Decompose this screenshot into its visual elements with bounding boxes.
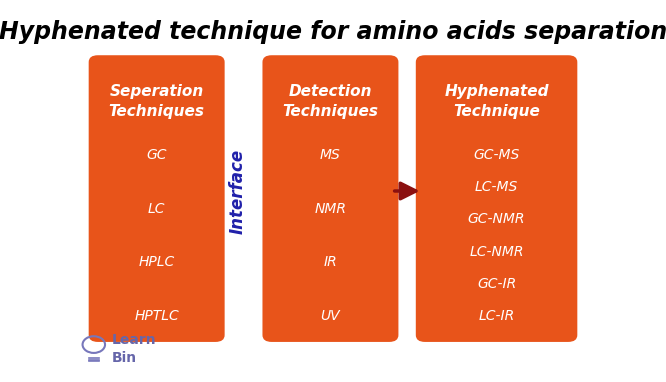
Text: NMR: NMR xyxy=(314,202,346,216)
FancyBboxPatch shape xyxy=(416,55,577,342)
Text: Seperation
Techniques: Seperation Techniques xyxy=(109,84,204,119)
Text: LC: LC xyxy=(148,202,165,216)
Text: GC-MS: GC-MS xyxy=(474,148,519,162)
Text: HPLC: HPLC xyxy=(139,256,174,269)
Text: LC-NMR: LC-NMR xyxy=(470,245,524,259)
Text: Hyphenated technique for amino acids separation: Hyphenated technique for amino acids sep… xyxy=(0,20,666,44)
Text: UV: UV xyxy=(320,309,340,323)
Text: LC-MS: LC-MS xyxy=(475,180,518,194)
Text: GC: GC xyxy=(147,148,167,162)
Text: GC-NMR: GC-NMR xyxy=(468,212,525,227)
Text: GC-IR: GC-IR xyxy=(477,277,516,291)
FancyBboxPatch shape xyxy=(89,55,224,342)
Text: Hyphenated
Technique: Hyphenated Technique xyxy=(444,84,549,119)
Text: LC-IR: LC-IR xyxy=(478,309,515,323)
Text: IR: IR xyxy=(324,256,337,269)
Text: Detection
Techniques: Detection Techniques xyxy=(282,84,378,119)
Text: Interface: Interface xyxy=(228,149,246,233)
Text: Learn
Bin: Learn Bin xyxy=(112,333,157,365)
FancyBboxPatch shape xyxy=(262,55,398,342)
Text: HPTLC: HPTLC xyxy=(135,309,179,323)
Text: MS: MS xyxy=(320,148,341,162)
